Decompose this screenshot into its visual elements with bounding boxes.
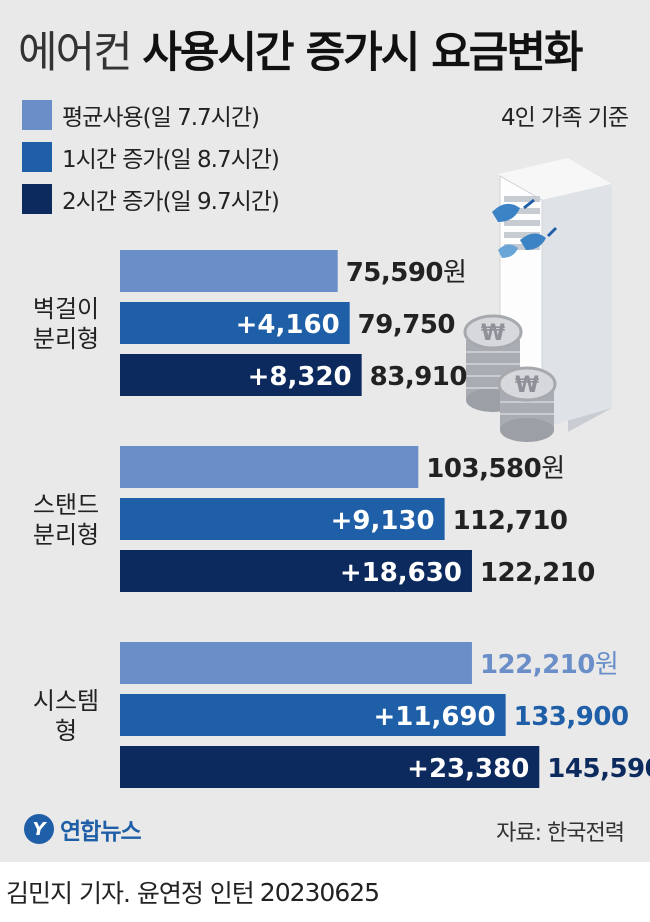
value-label: 75,590원 [346,258,467,288]
delta-label: +8,320 [248,362,352,392]
svg-text:₩: ₩ [515,373,539,398]
source-note: 자료: 한국전력 [496,821,625,846]
category-label: 분리형 [33,325,99,353]
legend-item-plus-two-hours: 2시간 증가(일 9.7시간) [22,178,280,220]
value-label: 122,210원 [480,650,618,680]
bar [120,250,338,292]
category-label: 분리형 [33,521,99,549]
delta-label: +4,160 [236,310,340,340]
title-bold: 사용시간 증가시 요금변화 [142,28,583,78]
footer-author: 김민지 기자. 윤연정 인턴 [6,879,255,908]
delta-label: +9,130 [331,506,435,536]
value-label: 83,910 [370,362,467,392]
legend-item-average: 평균사용(일 7.7시간) [22,94,279,136]
category-label: 형 [55,717,77,745]
bar [120,694,506,736]
title-light: 에어컨 [18,28,133,78]
delta-label: +11,690 [374,702,496,732]
value-unit: 원 [443,258,466,288]
legend-label-plus-one-hour: 1시간 증가(일 8.7시간) [62,147,280,173]
category-label: 시스템 [33,687,99,715]
value-label: 145,590 [547,754,650,784]
delta-label: +23,380 [407,754,529,784]
bar [120,354,362,396]
value-unit: 원 [595,650,618,680]
value-label: 122,210 [480,558,595,588]
value-label: 112,710 [453,506,568,536]
coin-stack-illustration: ₩ ₩ [463,314,557,442]
legend-swatch-plus-one-hour [22,142,52,172]
footer-date: 20230625 [259,877,380,907]
chart-title: 에어컨 사용시간 증가시 요금변화 [18,18,583,80]
value-unit: 원 [541,454,564,484]
category-label: 벽걸이 [33,295,99,323]
logo-mark-icon: Y [24,814,54,844]
publisher-logo: Y 연합뉴스 [24,812,142,846]
bar [120,550,472,592]
legend-item-plus-one-hour: 1시간 증가(일 8.7시간) [22,136,280,178]
legend-swatch-average [22,100,52,130]
bar [120,746,540,788]
bar [120,302,350,344]
footer-credit: 김민지 기자. 윤연정 인턴 20230625 [0,862,650,922]
bar [120,642,472,684]
category-label: 스탠드 [33,491,99,519]
value-label: 133,900 [514,702,629,732]
legend-label-plus-two-hours: 2시간 증가(일 9.7시간) [62,189,280,215]
basis-note: 4인 가족 기준 [500,105,629,131]
legend-swatch-plus-two-hours [22,184,52,214]
svg-text:₩: ₩ [481,321,505,346]
legend-label-average: 평균사용(일 7.7시간) [62,105,260,131]
air-conditioner-illustration [492,158,612,432]
delta-label: +18,630 [340,558,462,588]
bar [120,446,419,488]
logo-text: 연합뉴스 [60,819,142,845]
value-label: 103,580원 [426,454,564,484]
value-label: 79,750 [358,310,455,340]
bar [120,498,445,540]
legend: 평균사용(일 7.7시간) 1시간 증가(일 8.7시간) 2시간 증가(일 9… [22,94,280,220]
